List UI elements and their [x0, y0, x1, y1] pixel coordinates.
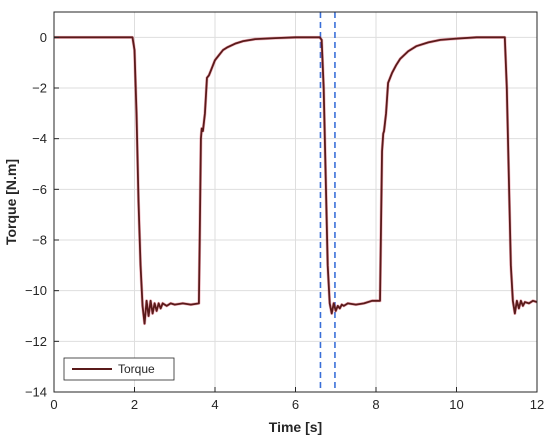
- x-tick-label: 6: [292, 397, 299, 412]
- series-layer: [54, 35, 538, 326]
- x-tick-label: 10: [449, 397, 463, 412]
- legend-box: [63, 357, 175, 381]
- y-tick-label: 0: [40, 30, 47, 45]
- x-tick-label: 2: [131, 397, 138, 412]
- x-ticks: 0 2 4 6 8 10 12: [50, 387, 544, 412]
- vertical-markers: [319, 12, 336, 392]
- x-tick-label: 8: [372, 397, 379, 412]
- y-ticks: 0 −2 −4 −6 −8 −10 −12 −14: [25, 30, 59, 400]
- y-tick-label: −14: [25, 385, 47, 400]
- series-line-torque: [54, 36, 538, 325]
- y-axis-label: Torque [N.m]: [3, 159, 19, 245]
- y-tick-label: −10: [25, 283, 47, 298]
- y-tick-label: −12: [25, 334, 47, 349]
- x-axis-label: Time [s]: [269, 419, 322, 435]
- x-tick-label: 12: [530, 397, 544, 412]
- x-tick-label: 4: [211, 397, 218, 412]
- legend-label-torque: Torque: [118, 362, 155, 376]
- y-tick-label: −8: [32, 233, 47, 248]
- y-tick-label: −4: [32, 131, 47, 146]
- x-tick-label: 0: [50, 397, 57, 412]
- y-tick-label: −2: [32, 81, 47, 96]
- y-tick-label: −6: [32, 182, 47, 197]
- legend: Torque: [63, 357, 175, 381]
